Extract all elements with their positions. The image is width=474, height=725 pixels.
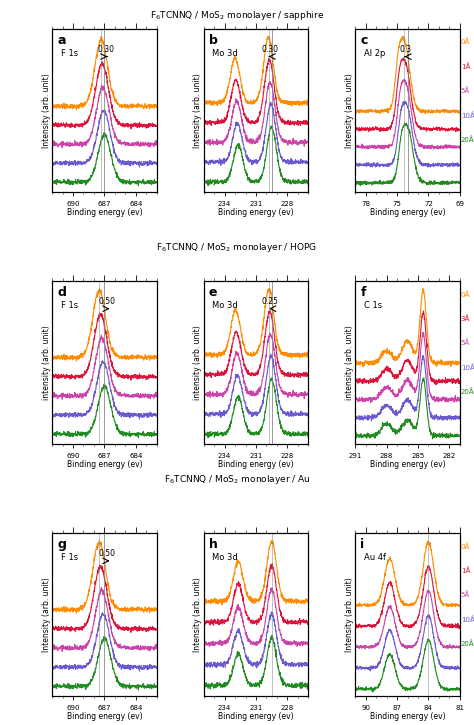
Text: d: d [57, 286, 66, 299]
Text: F 1s: F 1s [61, 553, 78, 562]
Text: 5Å: 5Å [461, 88, 470, 94]
Text: Mo 3d: Mo 3d [212, 301, 238, 310]
Text: F$_6$TCNNQ / MoS$_2$ monolayer / sapphire: F$_6$TCNNQ / MoS$_2$ monolayer / sapphir… [150, 9, 324, 22]
Text: f: f [361, 286, 366, 299]
Text: 0.30: 0.30 [98, 45, 114, 54]
Text: 0Å: 0Å [461, 291, 470, 297]
Text: 0.25: 0.25 [262, 297, 279, 306]
Y-axis label: Intensity (arb. unit): Intensity (arb. unit) [193, 577, 202, 652]
Y-axis label: intensity (arb. unit): intensity (arb. unit) [42, 325, 51, 400]
Y-axis label: Intensity (arb. unit): Intensity (arb. unit) [42, 73, 51, 148]
Text: 1Å: 1Å [461, 63, 470, 70]
Text: 0.3: 0.3 [400, 45, 412, 54]
Text: h: h [209, 538, 218, 551]
Text: 0Å: 0Å [461, 543, 470, 550]
Text: Au 4f: Au 4f [364, 553, 386, 562]
Text: Mo 3d: Mo 3d [212, 553, 238, 562]
Text: C 1s: C 1s [364, 301, 382, 310]
X-axis label: Binding energy (ev): Binding energy (ev) [218, 713, 294, 721]
Text: Al 2p: Al 2p [364, 49, 385, 57]
Y-axis label: Intensity (arb. unit): Intensity (arb. unit) [193, 73, 202, 148]
Text: g: g [57, 538, 66, 551]
Text: e: e [209, 286, 218, 299]
Text: a: a [57, 34, 66, 47]
Text: F 1s: F 1s [61, 301, 78, 310]
Text: 10Å: 10Å [461, 112, 474, 119]
Text: F$_6$TCNNQ / MoS$_2$ monolayer / Au: F$_6$TCNNQ / MoS$_2$ monolayer / Au [164, 473, 310, 486]
Text: 20Å: 20Å [461, 641, 474, 647]
Text: i: i [361, 538, 365, 551]
Text: 3Å: 3Å [461, 315, 470, 322]
Text: 10Å: 10Å [461, 364, 474, 370]
Text: 0.30: 0.30 [262, 45, 279, 54]
X-axis label: Binding energy (ev): Binding energy (ev) [370, 208, 446, 217]
Text: 1Å: 1Å [461, 568, 470, 574]
Text: 5Å: 5Å [461, 339, 470, 347]
Text: b: b [209, 34, 218, 47]
Y-axis label: Intensity (arb. unit): Intensity (arb. unit) [42, 577, 51, 652]
Text: 20Å: 20Å [461, 136, 474, 143]
Text: 0Å: 0Å [461, 38, 470, 46]
Text: Mo 3d: Mo 3d [212, 49, 238, 57]
Text: 5Å: 5Å [461, 592, 470, 599]
X-axis label: Binding energy (ev): Binding energy (ev) [66, 208, 142, 217]
Text: 0.50: 0.50 [99, 550, 116, 558]
Text: F$_6$TCNNQ / MoS$_2$ monolayer / HOPG: F$_6$TCNNQ / MoS$_2$ monolayer / HOPG [156, 241, 318, 254]
Text: 10Å: 10Å [461, 616, 474, 623]
Y-axis label: Intensity (arb. unit): Intensity (arb. unit) [345, 73, 354, 148]
Text: 0.50: 0.50 [99, 297, 116, 306]
Text: c: c [361, 34, 368, 47]
Y-axis label: intensity (arb. unit): intensity (arb. unit) [193, 325, 202, 400]
X-axis label: Binding energy (ev): Binding energy (ev) [66, 713, 142, 721]
X-axis label: Binding energy (ev): Binding energy (ev) [218, 460, 294, 469]
Y-axis label: Intensity (arb. unit): Intensity (arb. unit) [345, 577, 354, 652]
X-axis label: Binding energy (ev): Binding energy (ev) [218, 208, 294, 217]
Text: 20Å: 20Å [461, 389, 474, 395]
Y-axis label: intensity (arb. unit): intensity (arb. unit) [345, 325, 354, 400]
Text: F 1s: F 1s [61, 49, 78, 57]
X-axis label: Binding energy (ev): Binding energy (ev) [66, 460, 142, 469]
X-axis label: Binding energy (ev): Binding energy (ev) [370, 460, 446, 469]
X-axis label: Binding energy (ev): Binding energy (ev) [370, 713, 446, 721]
